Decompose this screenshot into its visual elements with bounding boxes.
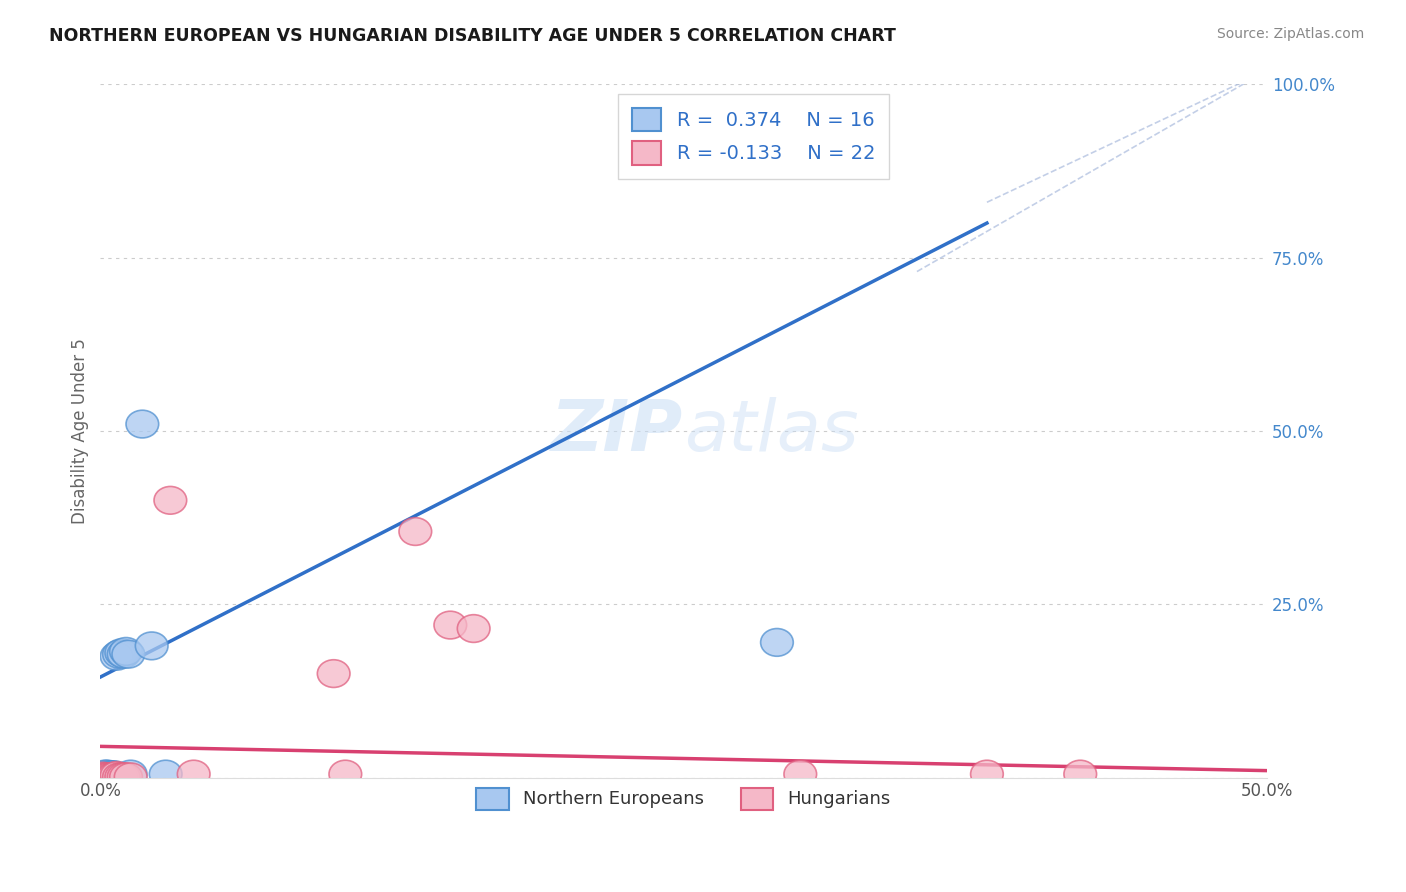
Ellipse shape <box>127 410 159 438</box>
Ellipse shape <box>103 763 135 790</box>
Ellipse shape <box>114 763 148 790</box>
Ellipse shape <box>103 640 135 668</box>
Ellipse shape <box>135 632 167 660</box>
Ellipse shape <box>434 611 467 639</box>
Ellipse shape <box>98 763 131 790</box>
Ellipse shape <box>114 760 148 788</box>
Ellipse shape <box>86 763 120 790</box>
Ellipse shape <box>399 517 432 545</box>
Ellipse shape <box>329 760 361 788</box>
Ellipse shape <box>93 761 127 789</box>
Ellipse shape <box>100 762 134 789</box>
Ellipse shape <box>761 629 793 657</box>
Ellipse shape <box>149 760 181 788</box>
Text: Source: ZipAtlas.com: Source: ZipAtlas.com <box>1216 27 1364 41</box>
Ellipse shape <box>110 763 142 790</box>
Ellipse shape <box>1064 760 1097 788</box>
Ellipse shape <box>107 640 141 668</box>
Text: atlas: atlas <box>683 397 858 466</box>
Ellipse shape <box>318 660 350 688</box>
Ellipse shape <box>105 763 138 790</box>
Ellipse shape <box>100 642 134 670</box>
Ellipse shape <box>91 760 124 788</box>
Ellipse shape <box>89 760 121 788</box>
Ellipse shape <box>970 760 1004 788</box>
Text: ZIP: ZIP <box>551 397 683 466</box>
Ellipse shape <box>91 763 124 790</box>
Ellipse shape <box>112 640 145 668</box>
Ellipse shape <box>107 763 141 790</box>
Ellipse shape <box>96 761 128 789</box>
Ellipse shape <box>96 763 128 790</box>
Ellipse shape <box>785 760 817 788</box>
Ellipse shape <box>105 639 138 666</box>
Ellipse shape <box>457 615 489 642</box>
Ellipse shape <box>177 760 209 788</box>
Y-axis label: Disability Age Under 5: Disability Age Under 5 <box>72 338 89 524</box>
Legend: Northern Europeans, Hungarians: Northern Europeans, Hungarians <box>463 773 905 824</box>
Text: NORTHERN EUROPEAN VS HUNGARIAN DISABILITY AGE UNDER 5 CORRELATION CHART: NORTHERN EUROPEAN VS HUNGARIAN DISABILIT… <box>49 27 896 45</box>
Ellipse shape <box>98 761 131 789</box>
Ellipse shape <box>89 763 121 790</box>
Ellipse shape <box>110 638 142 665</box>
Ellipse shape <box>93 763 127 790</box>
Ellipse shape <box>155 486 187 514</box>
